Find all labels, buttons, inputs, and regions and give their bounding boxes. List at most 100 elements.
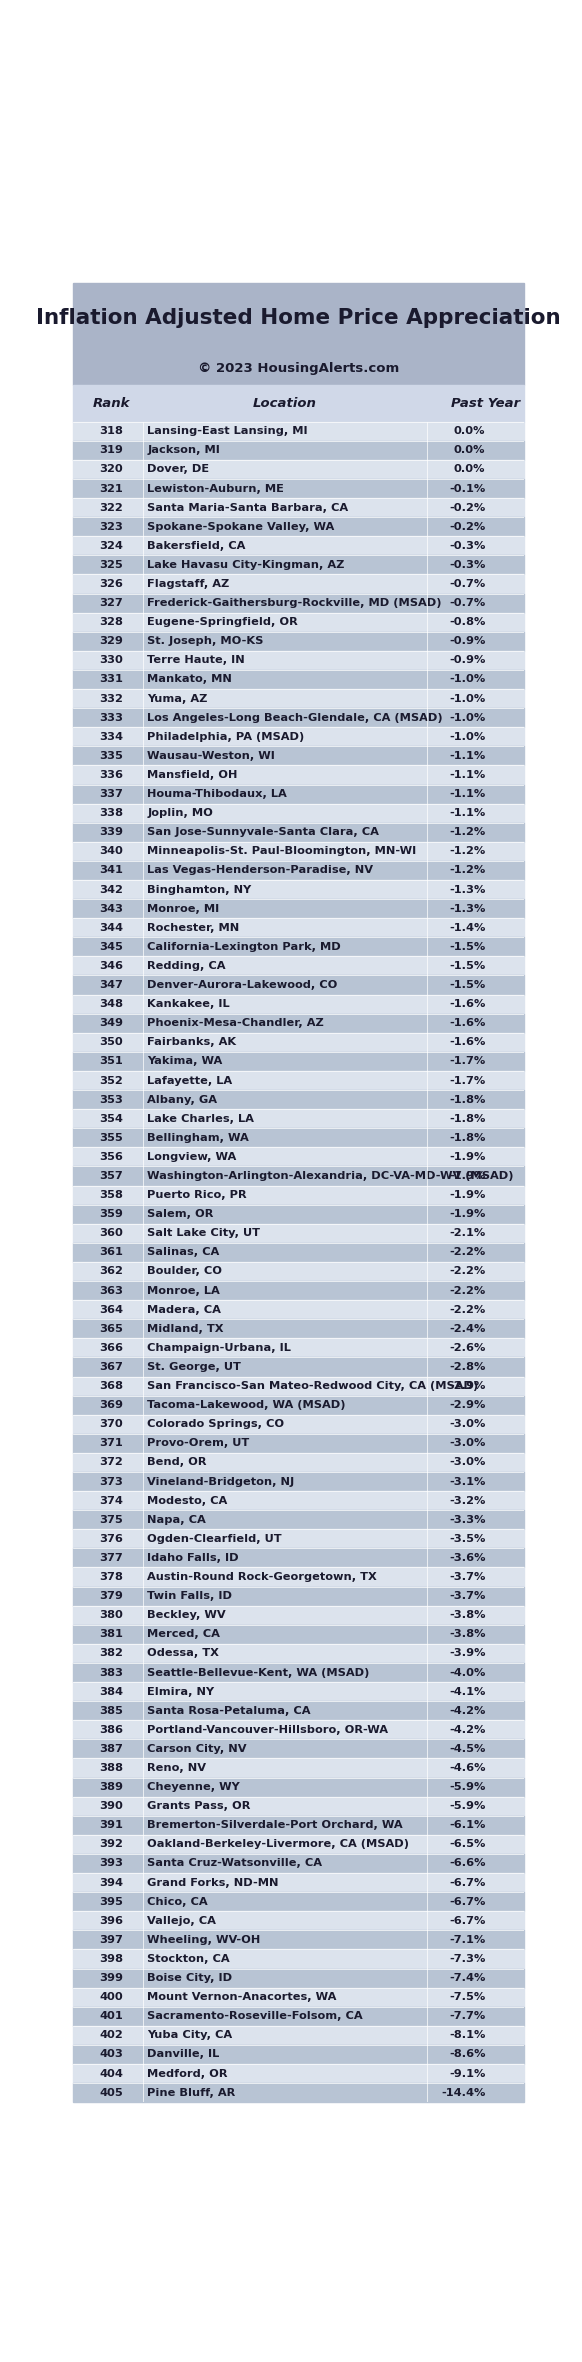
Text: -3.2%: -3.2%: [449, 1495, 485, 1505]
Bar: [73, 1415, 524, 1434]
Text: -4.6%: -4.6%: [449, 1762, 485, 1774]
Text: Santa Cruz-Watsonville, CA: Santa Cruz-Watsonville, CA: [147, 1859, 322, 1868]
Text: Past Year: Past Year: [451, 397, 520, 411]
Text: California-Lexington Park, MD: California-Lexington Park, MD: [147, 942, 341, 952]
Text: -3.7%: -3.7%: [449, 1592, 485, 1601]
Text: -1.5%: -1.5%: [449, 980, 485, 990]
Text: Monroe, MI: Monroe, MI: [147, 905, 219, 914]
Text: Carson City, NV: Carson City, NV: [147, 1743, 247, 1755]
Text: 383: 383: [99, 1668, 123, 1677]
Text: -1.1%: -1.1%: [449, 808, 485, 817]
Text: 387: 387: [99, 1743, 123, 1755]
Bar: [73, 555, 524, 574]
Text: -1.0%: -1.0%: [449, 694, 485, 704]
Text: Seattle-Bellevue-Kent, WA (MSAD): Seattle-Bellevue-Kent, WA (MSAD): [147, 1668, 370, 1677]
Bar: [73, 709, 524, 727]
Text: -9.1%: -9.1%: [449, 2069, 485, 2079]
Bar: [73, 631, 524, 652]
Text: Stockton, CA: Stockton, CA: [147, 1953, 230, 1963]
Text: Location: Location: [253, 397, 317, 411]
Text: 333: 333: [99, 713, 123, 723]
Text: Portland-Vancouver-Hillsboro, OR-WA: Portland-Vancouver-Hillsboro, OR-WA: [147, 1724, 388, 1734]
Bar: [73, 1358, 524, 1377]
Text: -4.2%: -4.2%: [449, 1705, 485, 1715]
Bar: [73, 1013, 524, 1032]
Text: 354: 354: [99, 1115, 123, 1124]
Text: 398: 398: [99, 1953, 123, 1963]
Text: -1.5%: -1.5%: [449, 942, 485, 952]
Text: -2.9%: -2.9%: [449, 1382, 485, 1391]
Text: 327: 327: [99, 598, 123, 607]
Text: -1.8%: -1.8%: [449, 1134, 485, 1143]
Text: 320: 320: [99, 465, 123, 475]
Text: 384: 384: [99, 1686, 123, 1696]
Text: -2.2%: -2.2%: [449, 1247, 485, 1257]
Text: 404: 404: [99, 2069, 123, 2079]
Bar: [73, 1757, 524, 1779]
Text: 401: 401: [99, 2012, 123, 2022]
Text: 378: 378: [99, 1573, 123, 1583]
Text: -3.1%: -3.1%: [449, 1476, 485, 1486]
Bar: [73, 423, 524, 442]
Text: Cheyenne, WY: Cheyenne, WY: [147, 1781, 240, 1793]
Text: 343: 343: [99, 905, 123, 914]
Text: 346: 346: [99, 961, 123, 971]
Text: 361: 361: [99, 1247, 123, 1257]
Text: 397: 397: [99, 1934, 123, 1944]
Text: Napa, CA: Napa, CA: [147, 1514, 206, 1526]
Text: 403: 403: [99, 2050, 123, 2060]
Text: Tacoma-Lakewood, WA (MSAD): Tacoma-Lakewood, WA (MSAD): [147, 1401, 346, 1410]
Text: 400: 400: [99, 1991, 123, 2003]
Text: -1.1%: -1.1%: [449, 751, 485, 761]
Text: Pine Bluff, AR: Pine Bluff, AR: [147, 2088, 236, 2097]
Text: 394: 394: [99, 1878, 123, 1887]
Bar: [73, 1779, 524, 1797]
Text: -0.3%: -0.3%: [449, 541, 485, 550]
Text: 358: 358: [99, 1190, 123, 1200]
Text: -1.0%: -1.0%: [449, 676, 485, 685]
Bar: [73, 1339, 524, 1358]
Text: 377: 377: [99, 1552, 123, 1564]
Text: Joplin, MO: Joplin, MO: [147, 808, 213, 817]
Text: -1.0%: -1.0%: [449, 713, 485, 723]
Text: 334: 334: [99, 732, 123, 742]
Text: 373: 373: [99, 1476, 123, 1486]
Text: -0.8%: -0.8%: [449, 616, 485, 628]
Text: -3.0%: -3.0%: [449, 1457, 485, 1467]
Text: Redding, CA: Redding, CA: [147, 961, 226, 971]
Text: Vineland-Bridgeton, NJ: Vineland-Bridgeton, NJ: [147, 1476, 294, 1486]
Text: 329: 329: [99, 635, 123, 647]
Bar: [73, 498, 524, 517]
Text: Champaign-Urbana, IL: Champaign-Urbana, IL: [147, 1344, 291, 1353]
Text: -2.4%: -2.4%: [449, 1323, 485, 1335]
Text: Modesto, CA: Modesto, CA: [147, 1495, 228, 1505]
Text: Philadelphia, PA (MSAD): Philadelphia, PA (MSAD): [147, 732, 304, 742]
Text: Bend, OR: Bend, OR: [147, 1457, 207, 1467]
Text: Twin Falls, ID: Twin Falls, ID: [147, 1592, 232, 1601]
Text: 359: 359: [99, 1209, 123, 1219]
Text: Kankakee, IL: Kankakee, IL: [147, 999, 230, 1009]
Bar: [73, 1186, 524, 1205]
Bar: [73, 919, 524, 938]
Text: Lake Charles, LA: Lake Charles, LA: [147, 1115, 254, 1124]
Text: Salem, OR: Salem, OR: [147, 1209, 214, 1219]
Bar: [73, 1148, 524, 1167]
Bar: [73, 1167, 524, 1186]
Text: Salinas, CA: Salinas, CA: [147, 1247, 219, 1257]
Bar: [73, 574, 524, 593]
Text: -1.9%: -1.9%: [449, 1190, 485, 1200]
Bar: [73, 1911, 524, 1930]
Bar: [73, 1968, 524, 1986]
Text: Phoenix-Mesa-Chandler, AZ: Phoenix-Mesa-Chandler, AZ: [147, 1018, 324, 1027]
Text: -2.6%: -2.6%: [449, 1344, 485, 1353]
Bar: [73, 1509, 524, 1528]
Text: 338: 338: [99, 808, 123, 817]
Text: 376: 376: [99, 1533, 123, 1545]
Text: -3.9%: -3.9%: [449, 1649, 485, 1658]
Text: 350: 350: [99, 1037, 123, 1046]
Text: 347: 347: [99, 980, 123, 990]
Text: Merced, CA: Merced, CA: [147, 1630, 220, 1639]
Bar: [73, 1986, 524, 2008]
Bar: [73, 784, 524, 803]
Text: 389: 389: [99, 1781, 123, 1793]
